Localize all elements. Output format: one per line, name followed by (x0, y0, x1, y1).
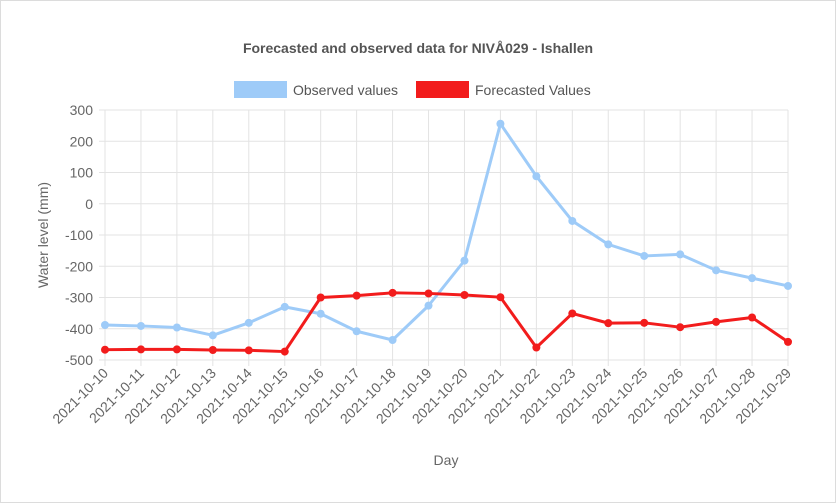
y-tick-label: 300 (70, 102, 94, 118)
y-tick-label: 0 (85, 196, 93, 212)
y-tick-label: 200 (70, 133, 94, 149)
series-line-forecasted (103, 291, 790, 354)
data-point-forecasted[interactable] (460, 291, 469, 299)
data-point-observed[interactable] (388, 336, 397, 344)
data-point-forecasted[interactable] (352, 291, 361, 300)
legend-item-forecasted[interactable]: Forecasted Values (416, 81, 591, 98)
data-point-observed[interactable] (604, 240, 613, 249)
data-point-observed[interactable] (640, 251, 649, 260)
y-tick-label: -100 (65, 227, 93, 243)
data-point-observed[interactable] (712, 266, 721, 275)
data-point-observed[interactable] (460, 256, 469, 265)
data-point-observed[interactable] (208, 331, 217, 340)
data-point-forecasted[interactable] (316, 293, 325, 302)
data-point-forecasted[interactable] (280, 347, 289, 356)
chart-title: Forecasted and observed data for NIVÅ029… (243, 40, 593, 56)
data-point-forecasted[interactable] (532, 343, 541, 352)
data-point-forecasted[interactable] (784, 337, 792, 346)
series-forecasted (101, 288, 792, 356)
data-point-forecasted[interactable] (208, 346, 217, 354)
data-point-observed[interactable] (676, 250, 685, 259)
data-point-forecasted[interactable] (244, 346, 253, 355)
data-point-forecasted[interactable] (748, 313, 757, 322)
y-tick-label: -200 (65, 258, 93, 274)
data-point-forecasted[interactable] (640, 318, 649, 327)
legend-label-observed: Observed values (293, 82, 398, 98)
data-point-observed[interactable] (244, 318, 253, 327)
data-point-forecasted[interactable] (712, 317, 721, 326)
data-point-forecasted[interactable] (101, 345, 109, 354)
data-point-observed[interactable] (496, 119, 505, 128)
y-axis-ticks: 300 200 100 0 -100 -200 -300 -400 -500 (65, 102, 93, 368)
data-point-forecasted[interactable] (424, 289, 433, 298)
y-tick-label: 100 (70, 165, 94, 181)
y-tick-label: -400 (65, 321, 93, 337)
data-point-observed[interactable] (532, 172, 541, 181)
data-point-observed[interactable] (172, 323, 181, 332)
legend-swatch-observed (234, 81, 287, 98)
series-observed (101, 119, 792, 344)
data-point-observed[interactable] (316, 309, 325, 318)
data-point-observed[interactable] (352, 327, 361, 336)
data-point-observed[interactable] (784, 281, 792, 290)
data-point-forecasted[interactable] (604, 319, 613, 328)
data-point-observed[interactable] (424, 301, 433, 310)
data-point-forecasted[interactable] (172, 345, 181, 354)
data-point-observed[interactable] (280, 302, 289, 311)
data-point-observed[interactable] (568, 216, 577, 225)
legend-label-forecasted: Forecasted Values (475, 82, 591, 98)
data-point-forecasted[interactable] (568, 309, 577, 318)
data-point-forecasted[interactable] (496, 293, 505, 302)
y-tick-label: -500 (65, 352, 93, 368)
data-point-observed[interactable] (136, 321, 145, 330)
data-point-forecasted[interactable] (388, 288, 397, 297)
y-tick-label: -300 (65, 290, 93, 306)
data-point-forecasted[interactable] (136, 345, 145, 354)
series-line-observed (103, 122, 790, 342)
x-axis-label: Day (434, 452, 459, 468)
y-axis-label: Water level (mm) (35, 182, 51, 288)
data-point-observed[interactable] (101, 321, 109, 329)
legend-item-observed[interactable]: Observed values (234, 81, 398, 98)
x-axis-ticks: 2021-10-102021-10-112021-10-122021-10-13… (49, 365, 794, 427)
data-point-forecasted[interactable] (676, 323, 685, 332)
series-layer (101, 119, 792, 356)
legend-swatch-forecasted (416, 81, 469, 98)
grid (99, 109, 789, 366)
legend: Observed values Forecasted Values (234, 81, 591, 98)
data-point-observed[interactable] (748, 274, 757, 283)
